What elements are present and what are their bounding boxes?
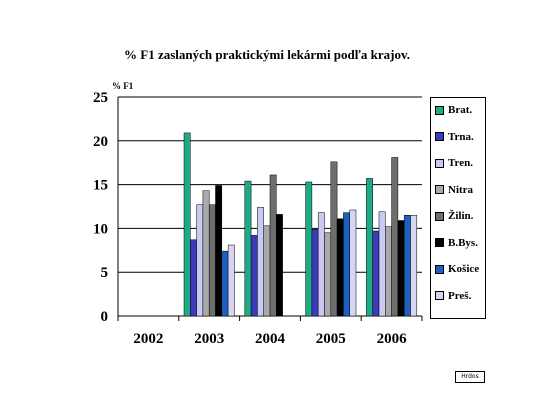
x-tick-label: 2004 xyxy=(255,331,286,347)
footer-label: Hrdos xyxy=(455,371,485,383)
bar xyxy=(317,212,325,317)
bar xyxy=(343,212,350,317)
y-tick-label: 5 xyxy=(101,265,109,281)
bar xyxy=(263,225,271,317)
bar xyxy=(378,211,386,317)
bar xyxy=(244,180,252,317)
legend-swatch xyxy=(435,291,444,300)
x-tick-label: 2002 xyxy=(133,331,163,347)
legend-label: Košice xyxy=(448,263,480,275)
legend-item: Brat. xyxy=(435,103,472,117)
bar xyxy=(324,232,332,317)
bar xyxy=(257,207,264,317)
bar xyxy=(196,204,204,317)
y-axis-label: % F1 xyxy=(112,81,134,91)
bar xyxy=(202,190,210,317)
bar xyxy=(269,174,277,317)
legend-swatch xyxy=(435,158,444,168)
bar xyxy=(397,220,405,317)
legend-item: Trna. xyxy=(435,130,474,144)
x-tick-label: 2003 xyxy=(194,331,224,347)
plot-area: 0 5 10 15 20 25 % F1 2002 2003 2004 2005 2006 xyxy=(93,81,423,347)
bar xyxy=(330,161,338,317)
y-tick-label: 25 xyxy=(93,90,108,106)
legend-label: B.Bys. xyxy=(448,236,478,249)
x-tick-label: 2006 xyxy=(377,331,408,347)
legend-item: Nitra xyxy=(435,183,473,197)
legend-label: Tren. xyxy=(448,157,473,169)
y-tick-label: 15 xyxy=(93,178,108,194)
bar xyxy=(183,132,191,317)
bar xyxy=(190,239,197,317)
x-tick-label: 2005 xyxy=(316,331,346,347)
bar xyxy=(336,218,344,317)
legend-swatch xyxy=(435,185,444,194)
chart-title: % F1 zaslaných praktickými lekármi podľa… xyxy=(124,47,410,62)
bar xyxy=(276,214,283,317)
bar xyxy=(208,204,216,317)
legend-item: Košice xyxy=(435,262,479,276)
bar xyxy=(221,250,229,317)
bar xyxy=(403,215,411,317)
bar xyxy=(305,181,313,317)
y-tick-label: 20 xyxy=(93,134,108,150)
legend-label: Nitra xyxy=(448,183,474,196)
bar xyxy=(349,209,357,317)
legend-label: Žilin. xyxy=(448,210,474,222)
bar xyxy=(391,157,399,317)
legend-item: Tren. xyxy=(435,156,473,170)
legend-swatch xyxy=(435,132,444,141)
legend-item: Žilin. xyxy=(435,209,473,223)
bar xyxy=(215,185,223,317)
bar xyxy=(372,230,380,317)
legend: Brat. Trna. Tren. Nitra Žilin. B.Bys. Košice Pr… xyxy=(430,97,486,319)
bar xyxy=(311,229,319,317)
y-tick-label: 0 xyxy=(101,309,109,325)
legend-label: Brat. xyxy=(448,104,473,116)
legend-item: B.Bys. xyxy=(435,236,478,250)
legend-swatch xyxy=(435,238,444,247)
legend-label: Preš. xyxy=(448,289,472,302)
bar xyxy=(410,215,418,317)
bar xyxy=(227,244,235,317)
y-tick-label: 10 xyxy=(93,221,108,237)
legend-swatch xyxy=(435,105,444,115)
bar xyxy=(250,235,258,317)
bar xyxy=(385,226,392,317)
legend-label: Trna. xyxy=(448,130,474,143)
legend-swatch xyxy=(435,264,444,274)
legend-swatch xyxy=(435,211,444,221)
legend-item: Preš. xyxy=(435,289,471,303)
bar xyxy=(366,178,373,317)
